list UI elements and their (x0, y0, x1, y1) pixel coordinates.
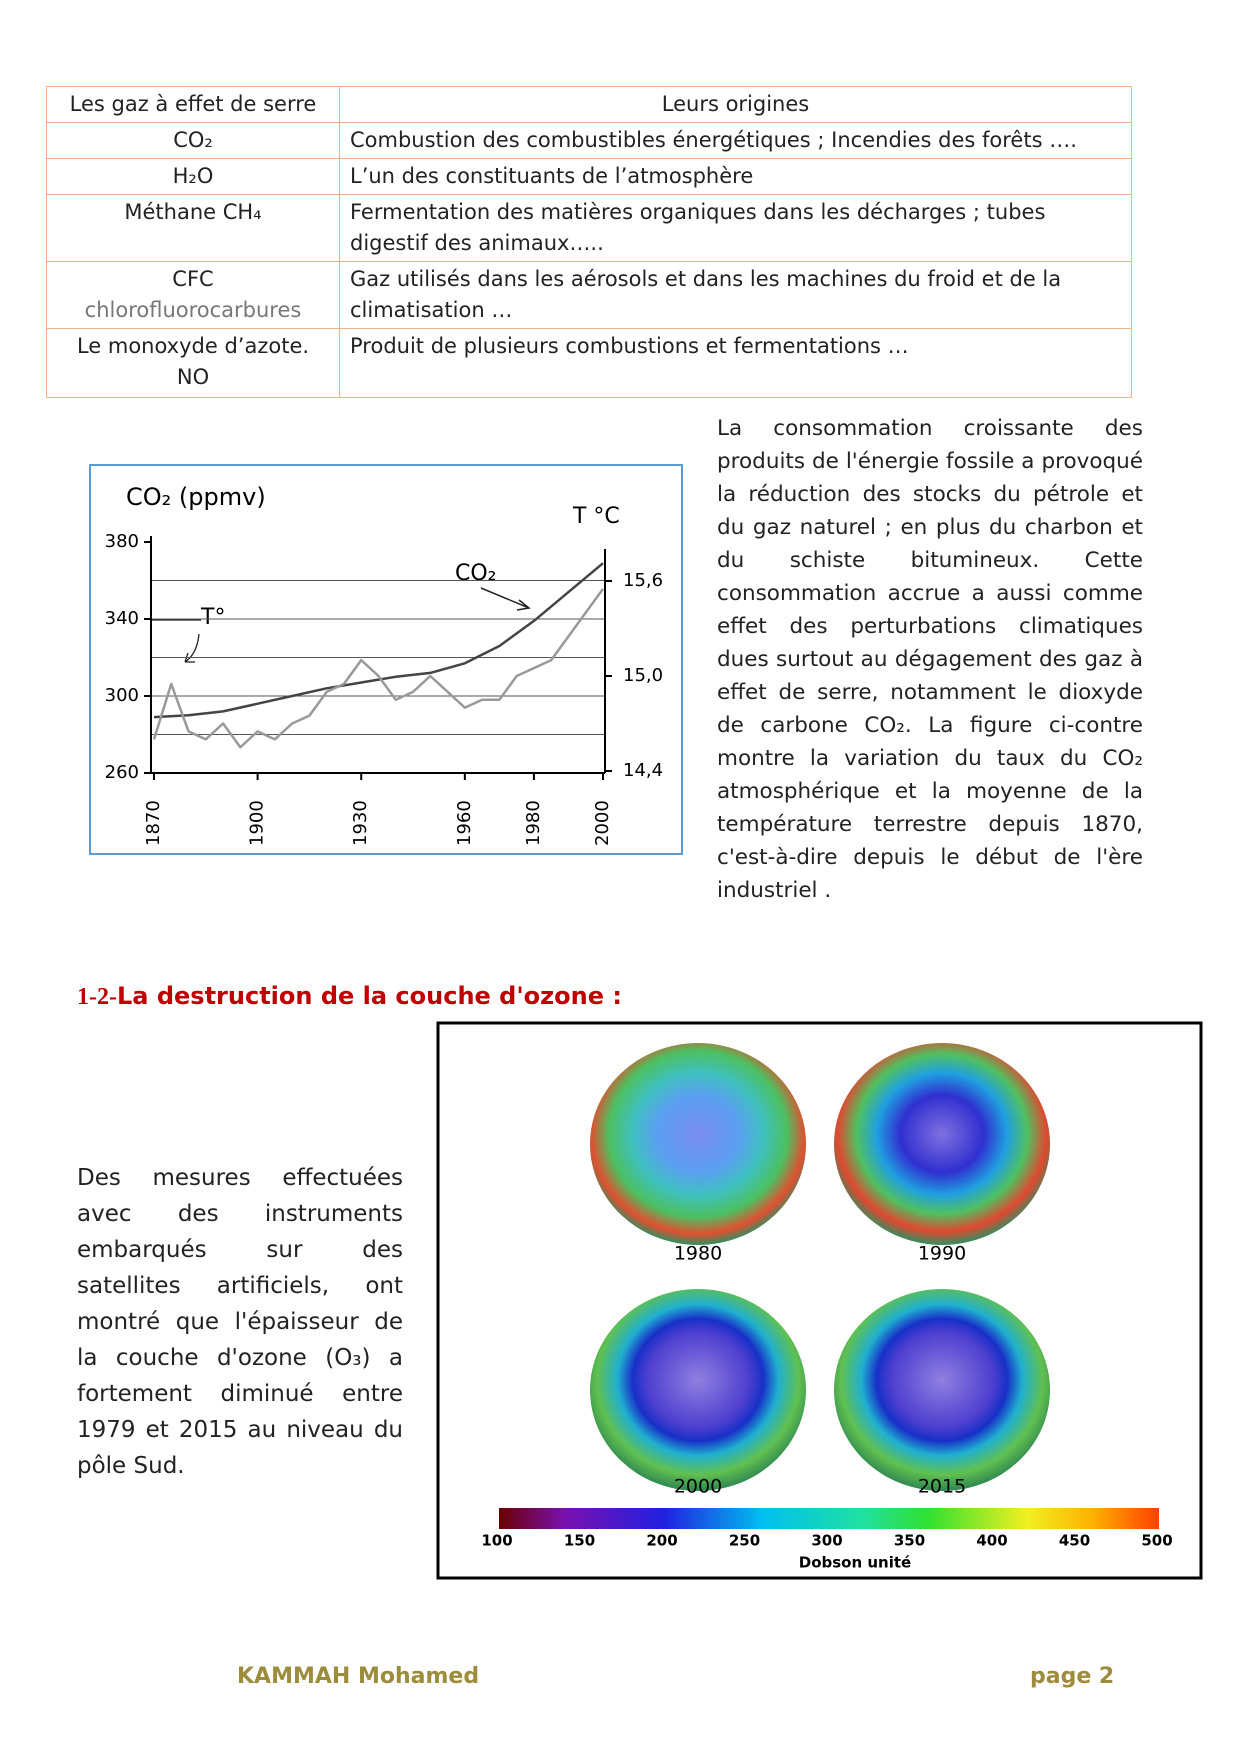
header-cell: Leurs origines (339, 86, 1132, 123)
x-tick-label: 1900 (247, 800, 268, 846)
scale-ticks: 100 150 200 250 300 350 400 450 500 (481, 1532, 1172, 1550)
scale-tick-label: 250 (729, 1532, 760, 1550)
footer-author: KAMMAH Mohamed (237, 1664, 480, 1689)
scale-tick-label: 500 (1141, 1532, 1172, 1550)
gas: Le monoxyde d’azote. (76, 334, 310, 358)
y-tick-label: 340 (105, 608, 139, 629)
table-row: CFC chlorofluorocarbures Gaz utilisés dan… (46, 261, 1132, 329)
scale-label: Dobson unité (799, 1554, 911, 1572)
ozone-globe (834, 1043, 1050, 1245)
gas-cell: Le monoxyde d’azote. NO (46, 328, 340, 398)
paragraph: Des mesures effectuées avec des instrume… (77, 1165, 403, 1479)
scale-tick-label: 100 (481, 1532, 512, 1550)
x-tick-label: 1930 (350, 800, 371, 846)
gas: CO₂ (173, 128, 213, 152)
gas-cell: Méthane CH₄ (46, 194, 340, 262)
section-title: La destruction de la couche d'ozone : (116, 982, 622, 1010)
y-tick-label: 380 (105, 531, 139, 552)
y2-tick-label: 15,6 (623, 570, 663, 591)
gas-table: Les gaz à effet de serre Leurs origines … (46, 86, 1132, 398)
gas: Méthane CH₄ (124, 200, 262, 224)
year-label: 2000 (674, 1476, 722, 1498)
gas: CFC (172, 267, 214, 291)
origin-cell: Produit de plusieurs combustions et ferm… (339, 328, 1132, 398)
x-tick-label: 2000 (592, 800, 613, 846)
series-line (153, 562, 604, 719)
table-header: Les gaz à effet de serre Leurs origines (46, 86, 1132, 123)
x-tick-label: 1960 (454, 800, 475, 846)
scale-tick-label: 400 (976, 1532, 1007, 1550)
y-tick-label: 300 (105, 685, 139, 706)
annotation-arrow (151, 619, 201, 663)
origin-cell: Fermentation des matières organiques dan… (339, 194, 1132, 262)
y-tick-label: 260 (105, 762, 139, 783)
gas: H₂O (172, 164, 214, 188)
series-annotation: CO₂ (455, 561, 497, 586)
scale-tick-label: 450 (1059, 1532, 1090, 1550)
scale-tick-label: 200 (646, 1532, 677, 1550)
paragraph: La consommation croissante des produits … (717, 416, 1143, 903)
ozone-figure: 1980 1990 2000 2015 100 150 200 250 300 350 40… (436, 1021, 1203, 1580)
scale-tick-label: 150 (564, 1532, 595, 1550)
ozone-globe (590, 1289, 806, 1491)
annotation-arrow (480, 587, 531, 611)
footer-page: page 2 (1030, 1664, 1115, 1689)
figure-frame (436, 1021, 1203, 1580)
gas-cell: CO₂ (46, 122, 340, 159)
origin-cell: Gaz utilisés dans les aérosols et dans l… (339, 261, 1132, 329)
y2-tick-label: 14,4 (623, 760, 663, 781)
y-axis-label: CO₂ (ppmv) (126, 483, 266, 511)
color-scale (499, 1508, 1159, 1529)
gas-detail: NO (176, 365, 210, 389)
year-label: 2015 (918, 1476, 966, 1498)
x-tick-label: 1980 (523, 800, 544, 846)
y2-axis-label: T °C (572, 504, 620, 529)
table-row: CO₂ Combustion des combustibles énergéti… (46, 122, 1132, 159)
series-line (152, 588, 605, 749)
origin-cell: Combustion des combustibles énergétiques… (339, 122, 1132, 159)
x-tick-label: 1870 (143, 800, 164, 846)
year-label: 1980 (674, 1243, 722, 1265)
header-cell: Les gaz à effet de serre (46, 86, 340, 123)
table-row: H₂O L’un des constituants de l’atmosphèr… (46, 158, 1132, 195)
gas-cell: CFC chlorofluorocarbures (46, 261, 340, 329)
scale-tick-label: 300 (811, 1532, 842, 1550)
section-number: 1-2- (77, 984, 117, 1010)
section-heading: 1-2-La destruction de la couche d'ozone … (77, 982, 622, 1011)
series-annotation: T° (200, 605, 225, 630)
y2-tick-label: 15,0 (623, 665, 663, 686)
ozone-globe (834, 1289, 1050, 1491)
gas-cell: H₂O (46, 158, 340, 195)
ozone-globe (590, 1043, 806, 1245)
year-label: 1990 (918, 1243, 966, 1265)
origin-cell: L’un des constituants de l’atmosphère (339, 158, 1132, 195)
table-row: Le monoxyde d’azote. NO Produit de plusie… (46, 328, 1132, 398)
gas-detail: chlorofluorocarbures (84, 298, 302, 322)
table-row: Méthane CH₄ Fermentation des matières or… (46, 194, 1132, 262)
co2-chart: CO₂ (ppmv) T °C CO₂ T° 260 300 340 380 14,4 1… (89, 464, 683, 855)
scale-tick-label: 350 (894, 1532, 925, 1550)
